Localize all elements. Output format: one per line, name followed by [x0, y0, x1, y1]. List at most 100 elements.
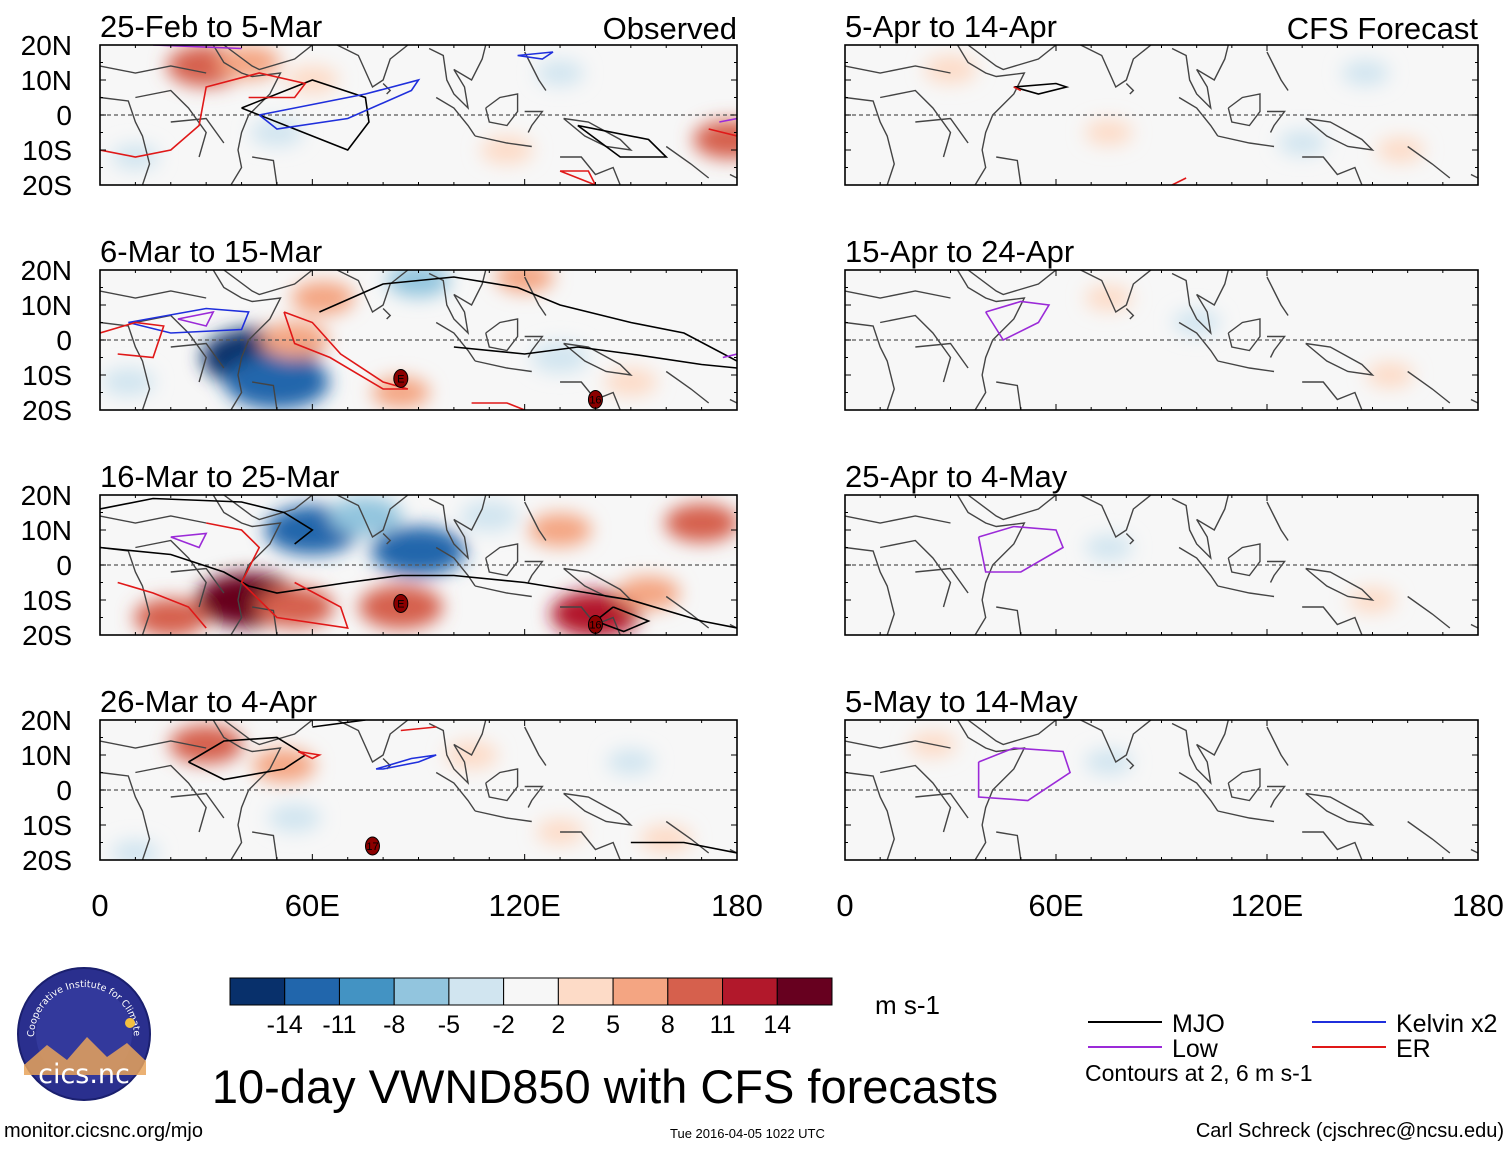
x-tick-label: 180 [1452, 888, 1504, 923]
coastline [1407, 595, 1451, 629]
coastline [915, 342, 969, 369]
anomaly-blob [111, 840, 160, 860]
coastline [212, 270, 282, 410]
colorbar-box [229, 977, 286, 1006]
coastline [845, 65, 951, 74]
anomaly-blob [616, 576, 681, 610]
coastline [474, 135, 532, 148]
coastline [915, 567, 969, 594]
forecast-column-label: CFS Forecast [1287, 11, 1479, 46]
coastline [212, 495, 282, 635]
coastlines [845, 495, 1478, 635]
colorbar-box [557, 977, 614, 1006]
coastline [1302, 606, 1363, 635]
coastline [170, 792, 225, 819]
coastline [485, 543, 519, 577]
coastline [1302, 381, 1363, 410]
coastline [428, 495, 487, 561]
anomaly-blob [528, 513, 592, 547]
coastline [880, 539, 952, 608]
coastline [1266, 501, 1289, 541]
coastline [252, 606, 278, 635]
coastline [252, 156, 278, 185]
mjo-contour [593, 606, 651, 633]
anomaly-blob [531, 342, 590, 373]
coastline [1217, 585, 1275, 598]
anomaly-blob [607, 749, 655, 775]
coastline [956, 720, 1026, 860]
anomaly-shading [1084, 285, 1414, 388]
anomaly-blob [260, 321, 329, 359]
coastline [1171, 45, 1229, 111]
anomaly-blob [101, 367, 155, 397]
logo-short: cics.nc [38, 1059, 130, 1090]
storm-marker-label: E [397, 599, 404, 611]
forecast-panel-3: 25-Apr to 4-May [844, 459, 1479, 636]
anomaly-blob [268, 803, 322, 833]
coastline [563, 342, 633, 376]
coastline [1080, 720, 1152, 764]
coastline [524, 110, 544, 133]
anomaly-blob [291, 281, 355, 315]
coastlines [845, 45, 1478, 185]
legend-label: Kelvin x2 [1396, 1010, 1497, 1038]
coastline [956, 45, 1026, 185]
coastline [435, 321, 476, 362]
coastline [135, 314, 207, 383]
coastline [1178, 771, 1219, 812]
anomaly-blob [1366, 362, 1414, 388]
storm-marker: E [393, 594, 409, 613]
coastline [428, 270, 487, 336]
coastline [1125, 308, 1135, 320]
coastline [967, 720, 1057, 746]
coastline [996, 606, 1022, 635]
anomaly-blob [250, 118, 304, 147]
coastline [474, 585, 532, 598]
coastline [956, 270, 1026, 410]
coastline [1267, 335, 1286, 358]
anomaly-shading [111, 725, 693, 860]
panel-period: 5-May to 14-May [845, 684, 1078, 719]
anomaly-blob [460, 500, 519, 532]
coastline [223, 45, 313, 71]
coastline [435, 771, 476, 812]
coastline [665, 820, 710, 854]
coastline [524, 51, 547, 91]
coastline [474, 360, 532, 373]
coastline [1305, 117, 1375, 151]
er-contour [1013, 86, 1022, 92]
panel-period: 6-Mar to 15-Mar [100, 234, 322, 269]
colorbar-box [393, 977, 450, 1006]
anomaly-blob [639, 824, 693, 854]
mjo-contour [630, 841, 737, 854]
coastline [1266, 51, 1289, 91]
kelvin-contour [375, 754, 437, 770]
observed-panel-1: 20N 10N 0 10S 20S 25-Feb to 5-Mar Observed [21, 9, 738, 201]
coastline [1470, 623, 1478, 629]
coastline [1125, 83, 1135, 95]
coastline [1470, 848, 1478, 854]
low-contour [977, 747, 1072, 802]
coastline [967, 495, 1057, 521]
anomaly-blob [1084, 749, 1133, 775]
legend-label: ER [1396, 1035, 1431, 1063]
coastlines [845, 720, 1478, 860]
coastline [524, 501, 547, 541]
anomaly-shading [101, 270, 658, 410]
footer-url[interactable]: monitor.cicsnc.org/mjo [4, 1120, 203, 1142]
storm-marker: 16 [587, 390, 603, 409]
coastline [135, 89, 207, 158]
anomaly-blob [224, 354, 330, 410]
y-tick-label: 20S [22, 845, 72, 876]
anomaly-blob [604, 367, 658, 397]
kelvin-contour [517, 51, 554, 60]
coastline [1217, 360, 1275, 373]
storm-marker-label: 16 [589, 620, 601, 632]
low-contour [177, 310, 215, 327]
coastline [880, 89, 952, 158]
footer-credit: Carl Schreck (cjschrec@ncsu.edu) [1195, 1120, 1504, 1142]
coastline [336, 270, 409, 314]
anomaly-blob [1376, 137, 1425, 163]
y-tick-label: 20N [21, 30, 72, 61]
y-tick-label: 0 [56, 100, 72, 131]
